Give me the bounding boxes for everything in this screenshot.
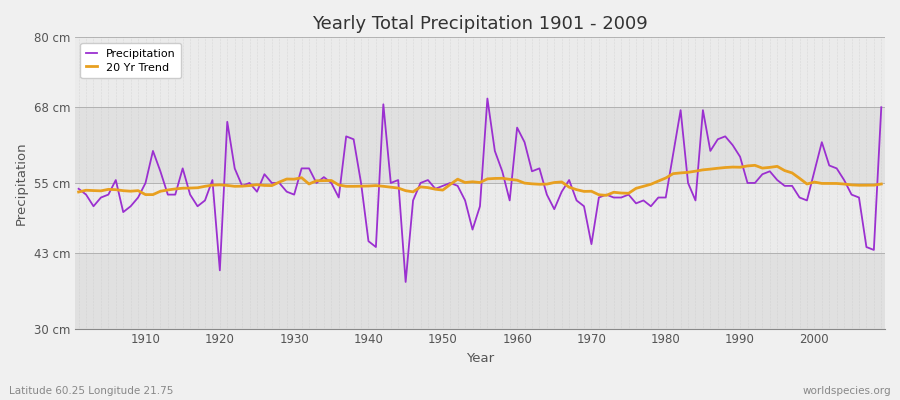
Bar [75, 253, 885, 328]
Precipitation [876, 105, 886, 110]
Precipitation [341, 134, 352, 139]
Precipitation [519, 140, 530, 144]
20 Yr Trend [608, 190, 619, 195]
Line: 20 Yr Trend: 20 Yr Trend [78, 165, 881, 195]
Line: Precipitation: Precipitation [78, 98, 881, 282]
Precipitation [73, 186, 84, 191]
Bar [75, 37, 885, 107]
20 Yr Trend [876, 182, 886, 186]
Precipitation [296, 166, 307, 171]
Title: Yearly Total Precipitation 1901 - 2009: Yearly Total Precipitation 1901 - 2009 [312, 15, 648, 33]
20 Yr Trend [132, 188, 143, 193]
Y-axis label: Precipitation: Precipitation [15, 141, 28, 225]
20 Yr Trend [73, 190, 84, 194]
Precipitation [400, 280, 411, 284]
Precipitation [132, 195, 143, 200]
20 Yr Trend [341, 184, 352, 189]
20 Yr Trend [296, 175, 307, 180]
20 Yr Trend [750, 163, 760, 168]
Text: Latitude 60.25 Longitude 21.75: Latitude 60.25 Longitude 21.75 [9, 386, 174, 396]
Precipitation [616, 195, 626, 200]
20 Yr Trend [601, 193, 612, 198]
Text: worldspecies.org: worldspecies.org [803, 386, 891, 396]
X-axis label: Year: Year [466, 352, 494, 365]
20 Yr Trend [504, 177, 515, 182]
Bar [75, 107, 885, 183]
Precipitation [482, 96, 493, 101]
Legend: Precipitation, 20 Yr Trend: Precipitation, 20 Yr Trend [80, 43, 181, 78]
20 Yr Trend [512, 178, 523, 182]
Precipitation [526, 169, 537, 174]
Bar [75, 183, 885, 253]
